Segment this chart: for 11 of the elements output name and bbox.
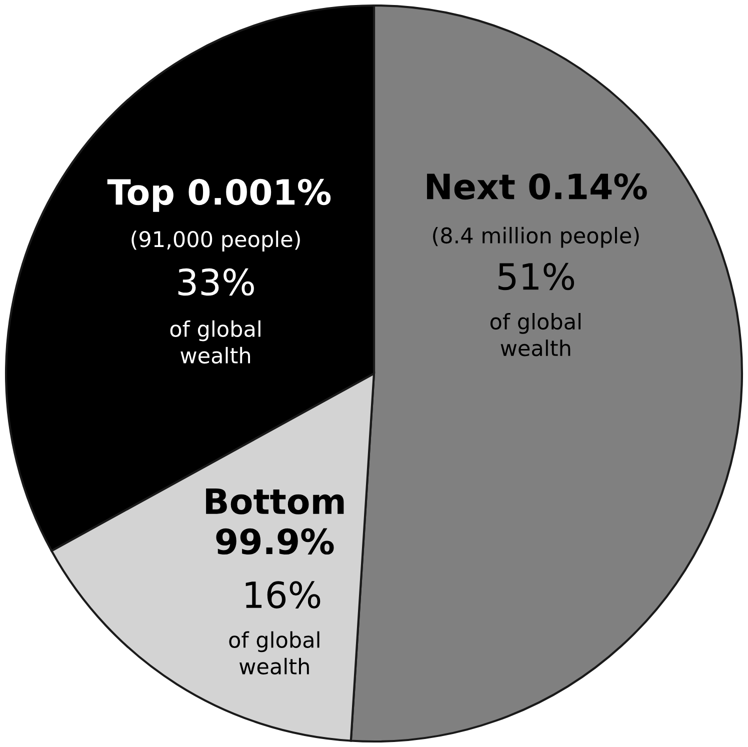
data-label: 16% <box>246 581 320 608</box>
data-label: 33% <box>178 268 254 296</box>
slice-label: Next 0.14% <box>427 173 647 200</box>
slice-label: Top 0.001% <box>107 178 331 212</box>
text: of global wealth <box>170 320 260 364</box>
slice-label: Bottom 99.9% <box>206 488 344 555</box>
text: (91,000 people) <box>132 230 300 252</box>
data-label: 51% <box>498 262 574 290</box>
text: of global wealth <box>229 631 320 675</box>
text: (8.4 million people) <box>433 226 639 248</box>
text: of global wealth <box>490 313 581 356</box>
